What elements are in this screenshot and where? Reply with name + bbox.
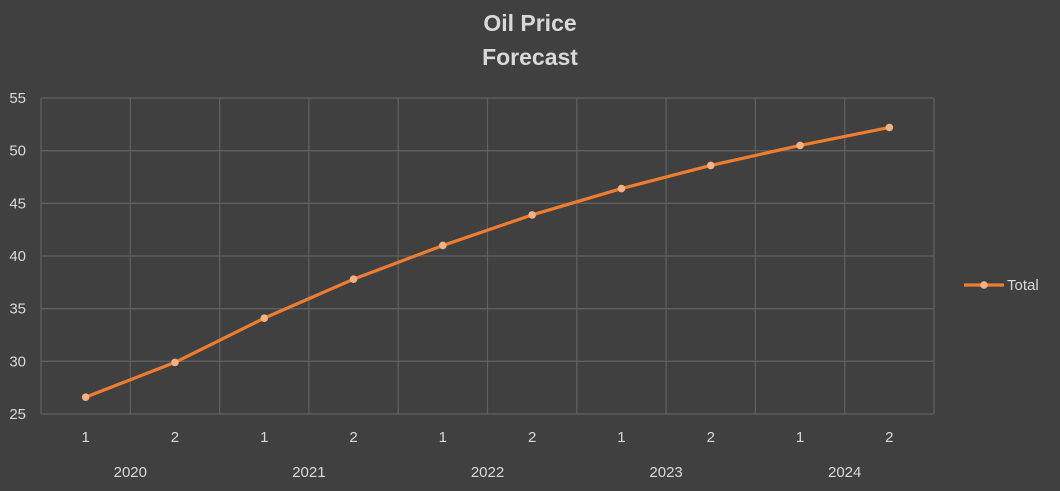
x-group-label: 2022 (471, 464, 504, 481)
x-tick-label: 2 (885, 429, 893, 446)
gridlines (40, 97, 935, 415)
legend-label: Total (1007, 277, 1039, 294)
y-tick-label: 40 (9, 248, 26, 265)
x-tick-label: 2 (349, 429, 357, 446)
y-axis-ticks: 25 30 35 40 45 50 55 (9, 90, 26, 423)
legend: Total (964, 277, 1039, 294)
y-tick-label: 25 (9, 406, 26, 423)
y-tick-label: 55 (9, 90, 26, 107)
x-group-label: 2023 (649, 464, 682, 481)
chart-title-line-1: Oil Price (483, 10, 576, 36)
data-point (260, 314, 269, 322)
data-point (706, 161, 715, 170)
y-tick-label: 35 (9, 301, 26, 318)
x-group-label: 2024 (828, 464, 861, 481)
series-line (84, 125, 891, 399)
x-tick-label: 1 (439, 429, 447, 446)
series-layer (81, 123, 894, 401)
x-tick-label: 1 (81, 429, 89, 446)
y-tick-label: 30 (9, 353, 26, 370)
data-point (528, 211, 536, 219)
y-tick-label: 45 (9, 195, 26, 212)
data-point (349, 275, 358, 283)
data-point (439, 241, 447, 250)
x-group-label: 2021 (292, 464, 325, 481)
data-point (81, 393, 90, 401)
data-point (617, 184, 626, 193)
x-tick-label: 2 (171, 429, 179, 446)
x-group-label: 2020 (114, 464, 147, 481)
legend-swatch-marker (980, 281, 988, 289)
data-point (796, 141, 804, 150)
x-tick-label: 1 (796, 429, 804, 446)
x-tick-label: 2 (528, 429, 536, 446)
data-point (171, 358, 179, 367)
data-point (885, 123, 894, 132)
x-tick-label: 1 (260, 429, 268, 446)
x-tick-label: 1 (617, 429, 625, 446)
x-axis-ticks: 1 2 1 2 1 2 1 2 1 2 2020 2021 2022 2023 2024 (81, 429, 893, 481)
chart-title-line-2: Forecast (482, 44, 578, 70)
y-tick-label: 50 (9, 143, 26, 160)
x-tick-label: 2 (707, 429, 715, 446)
